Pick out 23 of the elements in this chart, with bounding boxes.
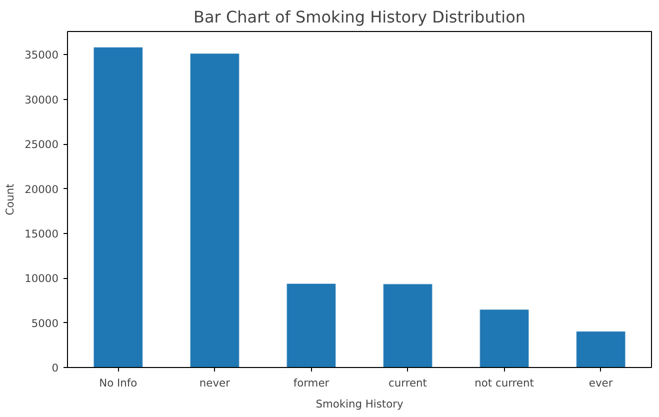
y-tick-label: 20000 (24, 182, 59, 196)
x-tick-label: former (293, 376, 330, 390)
x-tick-label: ever (588, 376, 614, 390)
bar (286, 283, 336, 368)
chart-title: Bar Chart of Smoking History Distribution (194, 8, 526, 26)
x-tick-label: never (199, 376, 231, 390)
y-tick-label: 5000 (31, 316, 59, 330)
y-tick-label: 15000 (24, 227, 59, 240)
y-tick-label: 25000 (24, 138, 59, 152)
y-tick-label: 35000 (24, 48, 59, 62)
y-tick-label: 10000 (24, 272, 59, 286)
bar (480, 309, 529, 368)
y-tick-label: 0 (52, 362, 59, 374)
x-axis-title: Smoking History (316, 398, 404, 410)
y-axis-title: Count (4, 184, 17, 216)
bar (383, 284, 432, 368)
bar (94, 47, 143, 368)
bar (576, 331, 626, 368)
y-tick-label: 30000 (24, 93, 59, 106)
x-tick-label: not current (474, 376, 534, 390)
x-tick-label: No Info (99, 376, 138, 390)
x-tick-label: current (388, 376, 427, 390)
bar (190, 53, 240, 368)
